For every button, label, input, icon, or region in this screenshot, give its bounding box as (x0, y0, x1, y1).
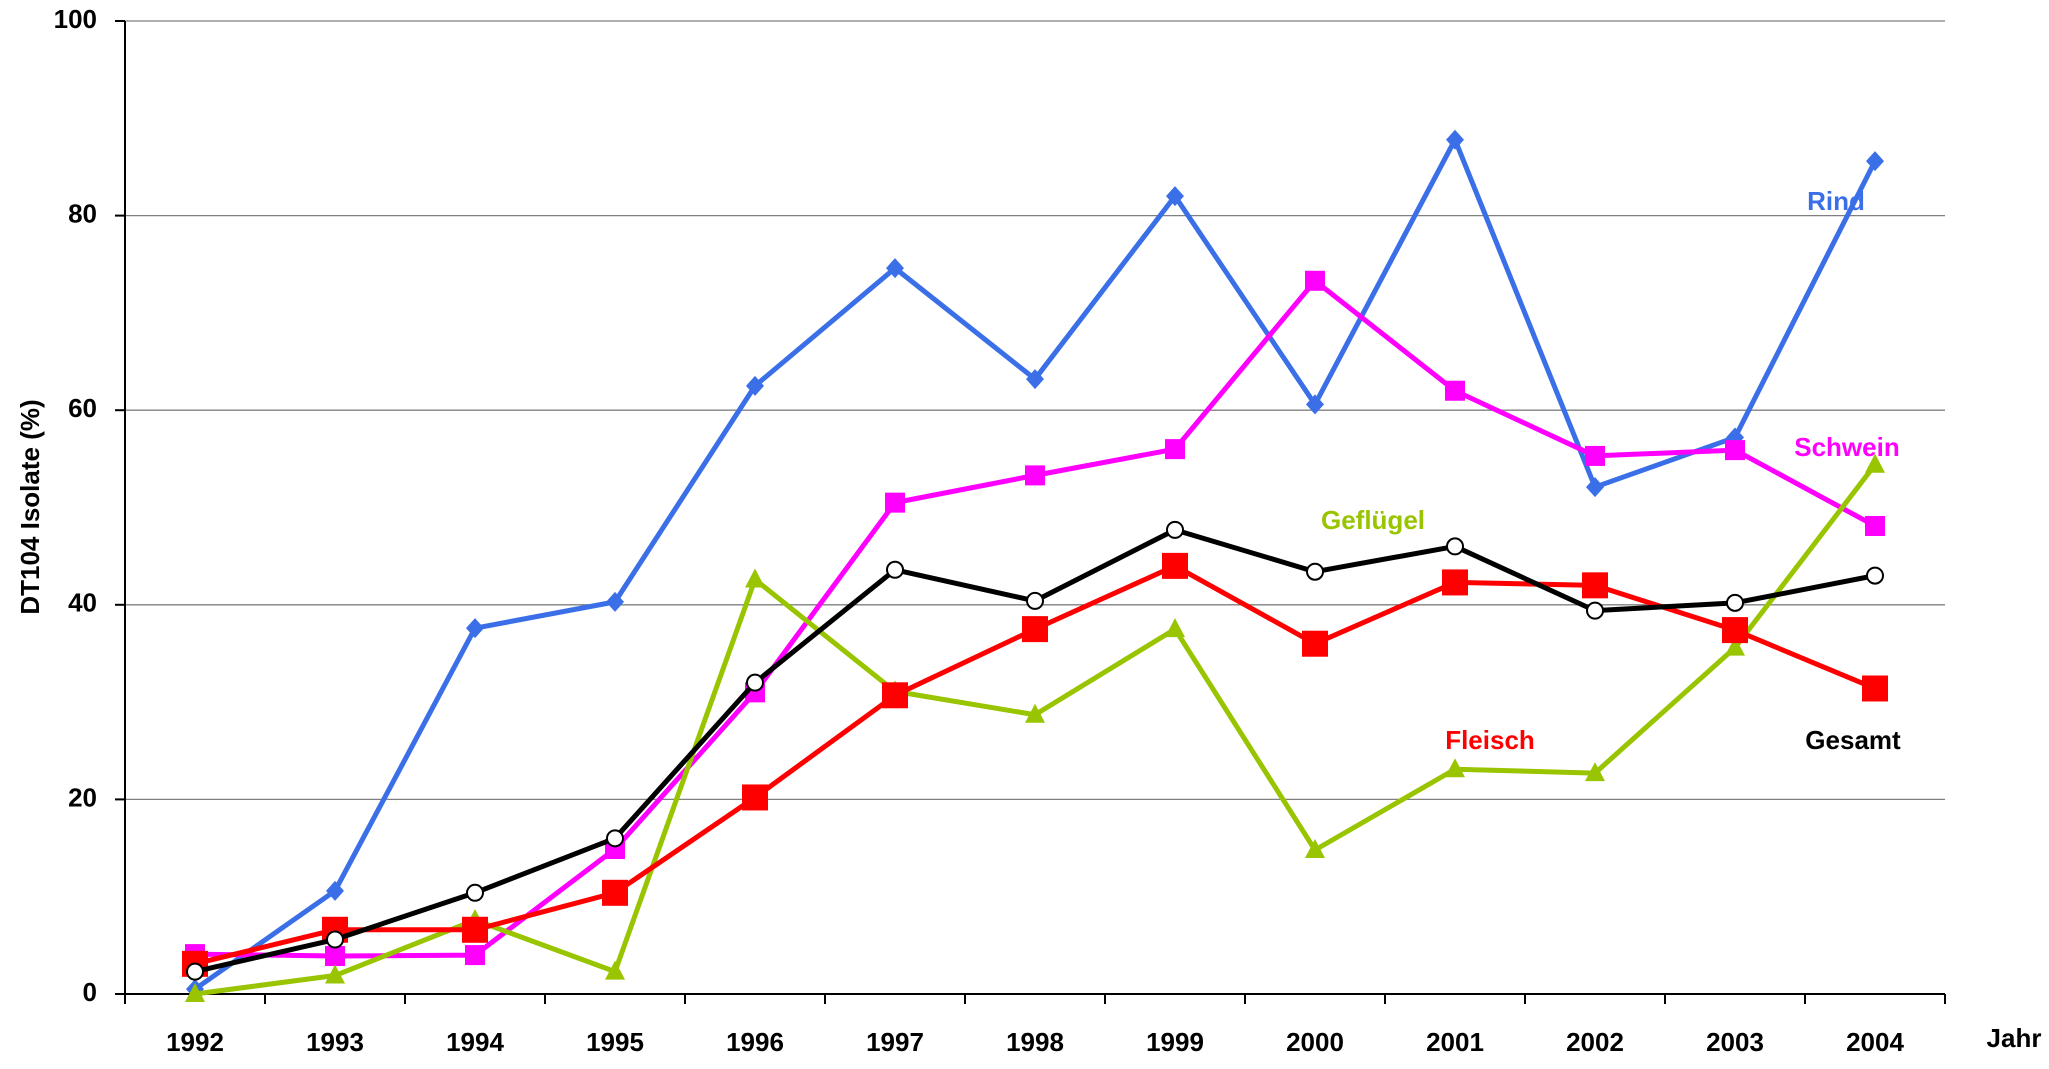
marker (1722, 617, 1748, 644)
marker (1446, 129, 1464, 150)
marker (886, 258, 904, 279)
marker (1445, 380, 1465, 401)
series-label: Schwein (1794, 432, 1899, 462)
x-tick-label: 1996 (726, 1027, 784, 1057)
series-line (193, 137, 1878, 992)
marker (606, 829, 624, 848)
marker (1026, 591, 1044, 610)
y-tick-label: 40 (68, 588, 97, 618)
marker (1862, 675, 1888, 702)
series-label: Geflügel (1321, 505, 1425, 535)
marker (605, 960, 625, 980)
marker (606, 591, 624, 612)
marker (1025, 465, 1045, 486)
marker (1725, 440, 1745, 461)
marker (1725, 636, 1745, 656)
marker (1026, 369, 1044, 390)
marker (186, 962, 204, 981)
marker (326, 930, 344, 949)
marker (466, 883, 484, 902)
marker (1585, 445, 1605, 466)
marker (1166, 520, 1184, 539)
marker (1306, 562, 1324, 581)
marker (1446, 537, 1464, 556)
x-tick-label: 2002 (1566, 1027, 1624, 1057)
marker (462, 916, 488, 943)
marker (325, 964, 345, 984)
marker (1302, 630, 1328, 657)
x-tick-label: 1997 (866, 1027, 924, 1057)
series-label: Rind (1807, 186, 1865, 216)
x-axis-label: Jahr (1987, 1023, 2042, 1053)
series-label: Fleisch (1445, 725, 1535, 755)
marker (1586, 601, 1604, 620)
x-tick-label: 1995 (586, 1027, 644, 1057)
x-tick-label: 1994 (446, 1027, 504, 1057)
x-tick-label: 1999 (1146, 1027, 1204, 1057)
marker (746, 673, 764, 692)
marker (745, 568, 765, 588)
marker (886, 560, 904, 579)
marker (1865, 515, 1885, 536)
marker (1162, 552, 1188, 579)
marker (1445, 758, 1465, 778)
x-tick-label: 2003 (1706, 1027, 1764, 1057)
marker (1866, 566, 1884, 585)
marker (1585, 762, 1605, 782)
marker (1442, 569, 1468, 596)
marker (1586, 477, 1604, 498)
y-tick-label: 60 (68, 393, 97, 423)
marker (1025, 703, 1045, 723)
marker (882, 682, 908, 709)
marker (466, 618, 484, 639)
marker (1022, 616, 1048, 643)
marker (1305, 838, 1325, 858)
y-tick-label: 0 (83, 977, 97, 1007)
series-line (194, 463, 1877, 997)
marker (326, 880, 344, 901)
marker (325, 946, 345, 967)
marker (1726, 593, 1744, 612)
marker (465, 945, 485, 966)
x-tick-label: 1998 (1006, 1027, 1064, 1057)
x-tick-label: 2000 (1286, 1027, 1344, 1057)
marker (1166, 186, 1184, 207)
marker (602, 879, 628, 906)
marker (746, 375, 764, 396)
y-axis-label: DT104 Isolate (%) (15, 399, 45, 614)
marker (1165, 618, 1185, 638)
marker (1866, 151, 1884, 172)
x-tick-label: 2004 (1846, 1027, 1904, 1057)
x-tick-label: 1993 (306, 1027, 364, 1057)
marker (1306, 394, 1324, 415)
y-tick-label: 100 (54, 4, 97, 34)
y-tick-label: 20 (68, 782, 97, 812)
marker (742, 784, 768, 811)
series-label: Gesamt (1805, 725, 1901, 755)
marker (1305, 270, 1325, 291)
y-tick-label: 80 (68, 198, 97, 228)
marker (185, 983, 205, 1002)
x-tick-label: 2001 (1426, 1027, 1484, 1057)
x-tick-label: 1992 (166, 1027, 224, 1057)
marker (1865, 453, 1885, 473)
marker (1582, 572, 1608, 599)
marker (1165, 439, 1185, 460)
marker (885, 492, 905, 513)
